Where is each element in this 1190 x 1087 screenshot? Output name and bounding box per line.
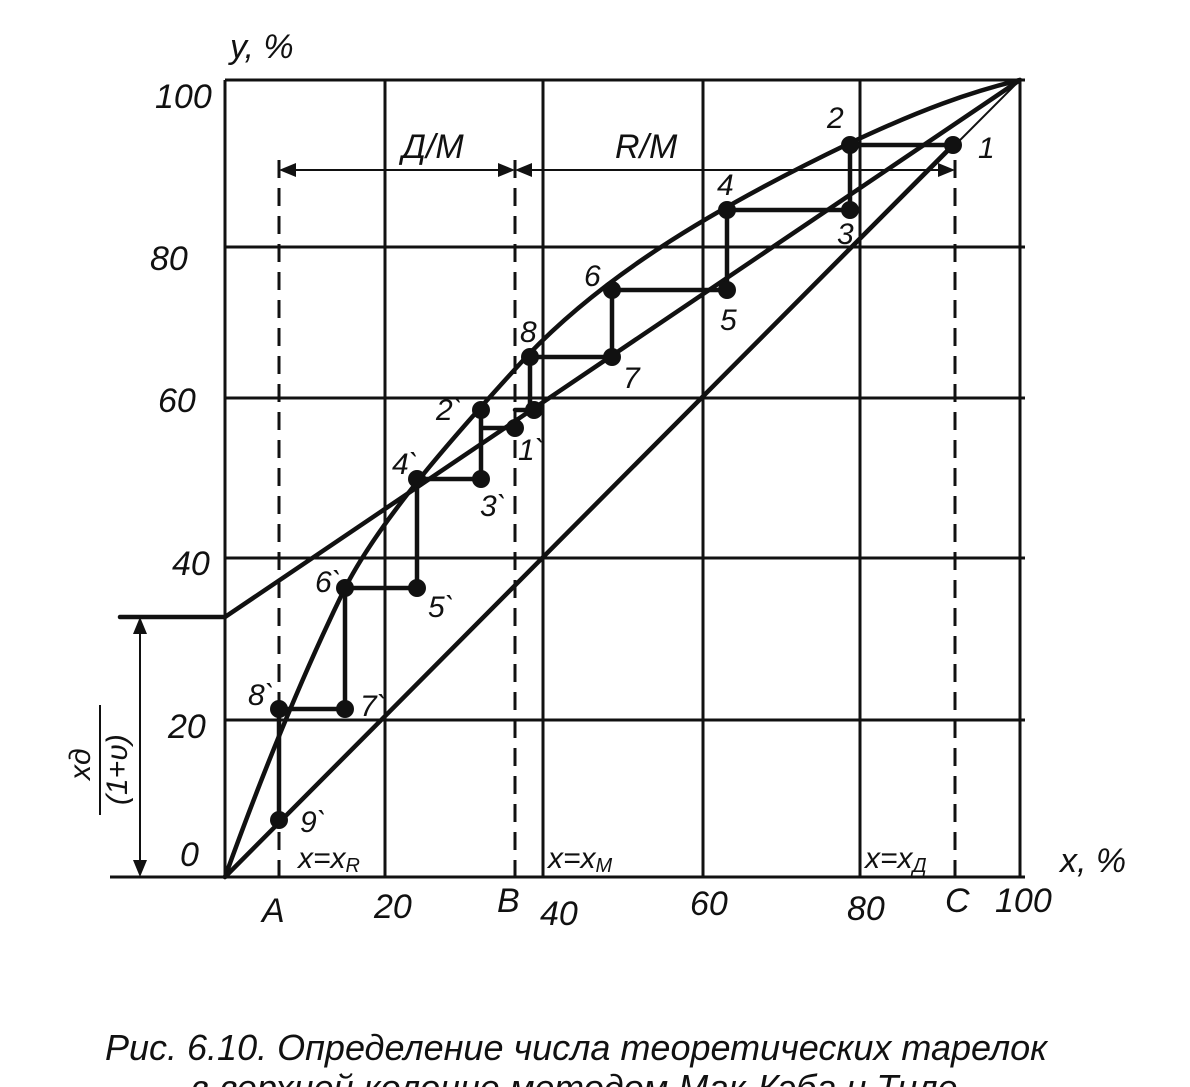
x-tick-60: 60	[690, 885, 728, 923]
point-7	[603, 348, 621, 366]
caption-line-1: Рис. 6.10. Определение числа теоретическ…	[105, 1027, 1049, 1068]
intercept-fraction-label: xд (1+υ)	[64, 705, 134, 815]
lower-operating-line	[222, 142, 956, 880]
label-a: A	[260, 892, 285, 930]
section-arrow-rm	[515, 163, 955, 177]
point-5p	[408, 579, 426, 597]
point-4	[718, 201, 736, 219]
y-tick-100: 100	[155, 78, 212, 116]
guide-label-xd: x=xД	[863, 842, 927, 877]
label-point-2p: 2`	[435, 394, 463, 427]
label-point-3p: 3`	[480, 490, 507, 523]
label-c: C	[945, 882, 970, 920]
guide-label-xr: x=xR	[296, 842, 360, 877]
point-4p	[408, 470, 426, 488]
label-point-3: 3	[837, 218, 854, 251]
intercept-arrow	[133, 617, 147, 877]
point-3p	[472, 470, 490, 488]
y-axis-label: y, %	[228, 28, 294, 66]
point-2p	[472, 401, 490, 419]
section-label-dm: Д/М	[398, 128, 464, 166]
label-point-8: 8	[520, 316, 537, 349]
label-point-9p: 9`	[300, 806, 327, 839]
label-point-1p: 1`	[518, 434, 545, 467]
point-1p	[506, 419, 524, 437]
point-7p	[336, 700, 354, 718]
svg-text:(1+υ): (1+υ)	[101, 734, 134, 805]
label-point-2: 2	[826, 102, 844, 135]
point-8	[521, 348, 539, 366]
point-3	[841, 201, 859, 219]
x-axis-label: x, %	[1058, 842, 1126, 880]
stage-points	[270, 136, 962, 829]
label-point-5p: 5`	[428, 591, 455, 624]
x-tick-80: 80	[847, 890, 885, 928]
grid	[110, 78, 1025, 879]
x-tick-20: 20	[373, 888, 412, 926]
svg-text:xд: xд	[64, 748, 97, 782]
point-6p	[336, 579, 354, 597]
point-1	[944, 136, 962, 154]
y-tick-20: 20	[167, 708, 206, 746]
point-8p	[270, 700, 288, 718]
x-tick-40: 40	[540, 895, 578, 933]
y-tick-0: 0	[180, 836, 199, 874]
y-tick-40: 40	[172, 545, 210, 583]
upper-staircase	[512, 142, 956, 413]
label-point-6p: 6`	[315, 566, 342, 599]
section-label-rm: R/М	[615, 128, 678, 166]
guide-label-xm: x=xМ	[546, 842, 613, 877]
point-5	[718, 281, 736, 299]
point-2	[841, 136, 859, 154]
label-point-6: 6	[584, 260, 601, 293]
label-b: B	[497, 882, 520, 920]
label-point-4: 4	[717, 169, 734, 202]
point-8-lower	[525, 401, 543, 419]
label-point-4p: 4`	[392, 448, 419, 481]
label-point-7p: 7`	[360, 690, 387, 723]
section-arrow-dm	[279, 163, 515, 177]
caption-line-2: в верхней колонне методом Мак-Кэба и Тил…	[190, 1067, 958, 1087]
label-point-5: 5	[720, 304, 737, 337]
label-point-1: 1	[978, 132, 995, 165]
y-tick-60: 60	[158, 382, 196, 420]
x-tick-100: 100	[995, 882, 1052, 920]
point-9p	[270, 811, 288, 829]
y-tick-80: 80	[150, 240, 188, 278]
label-point-7: 7	[623, 362, 641, 395]
label-point-8p: 8`	[248, 679, 275, 712]
point-6	[603, 281, 621, 299]
